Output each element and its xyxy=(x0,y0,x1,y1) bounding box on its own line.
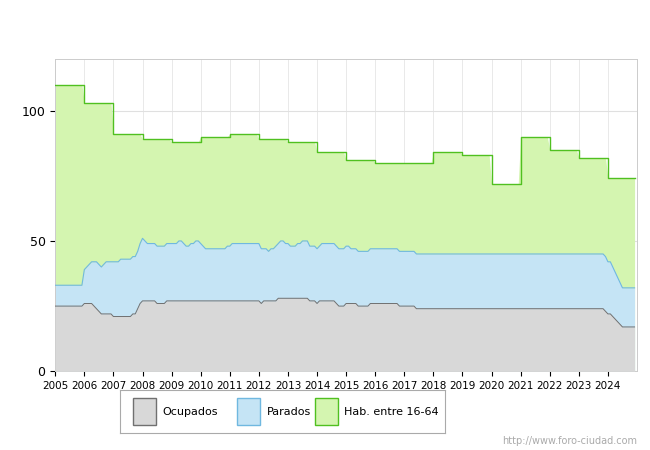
FancyBboxPatch shape xyxy=(133,398,156,425)
Text: Ocupados: Ocupados xyxy=(162,406,218,417)
FancyBboxPatch shape xyxy=(237,398,260,425)
Text: Revenga de Campos - Evolucion de la poblacion en edad de Trabajar Noviembre de 2: Revenga de Campos - Evolucion de la pobl… xyxy=(28,17,622,30)
Text: http://www.foro-ciudad.com: http://www.foro-ciudad.com xyxy=(502,436,637,446)
Text: Parados: Parados xyxy=(266,406,311,417)
Text: Hab. entre 16-64: Hab. entre 16-64 xyxy=(344,406,439,417)
FancyBboxPatch shape xyxy=(315,398,338,425)
